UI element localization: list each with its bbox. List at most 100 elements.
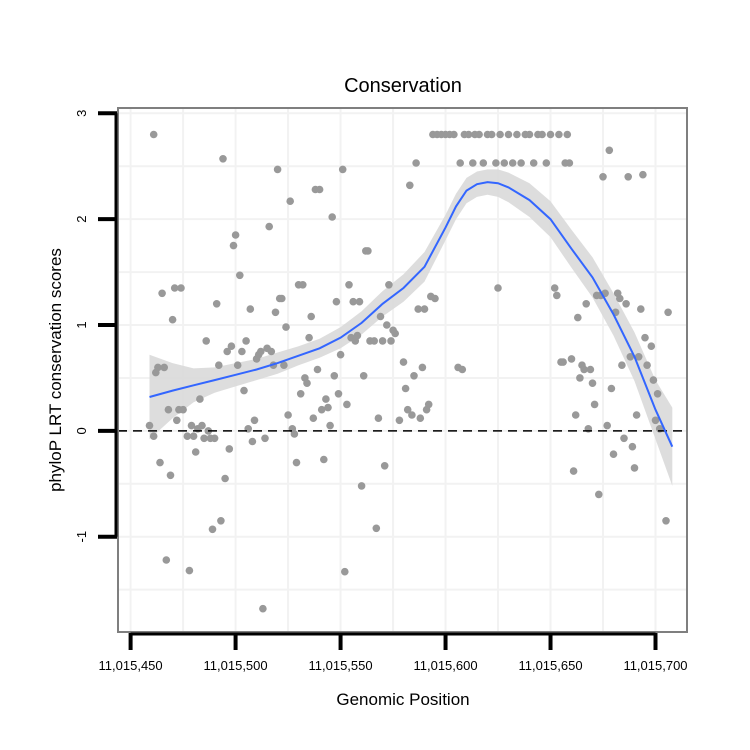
data-point bbox=[353, 331, 362, 340]
data-point bbox=[609, 450, 618, 459]
data-point bbox=[588, 379, 597, 388]
data-point bbox=[580, 365, 588, 374]
data-point bbox=[149, 130, 158, 139]
data-point bbox=[641, 333, 649, 342]
data-point bbox=[341, 567, 349, 576]
data-point bbox=[643, 361, 651, 370]
data-point bbox=[282, 323, 290, 331]
data-point bbox=[469, 159, 477, 167]
data-point bbox=[313, 365, 322, 374]
data-point bbox=[647, 342, 656, 351]
data-point bbox=[240, 386, 248, 395]
data-point bbox=[168, 315, 177, 324]
data-point bbox=[145, 421, 154, 430]
data-point bbox=[286, 197, 295, 205]
data-point bbox=[233, 361, 242, 370]
data-point bbox=[651, 416, 660, 425]
data-point bbox=[265, 222, 274, 231]
data-point bbox=[185, 566, 194, 575]
data-point bbox=[649, 376, 658, 384]
data-point bbox=[378, 337, 387, 345]
y-tick-label: 1 bbox=[74, 321, 89, 328]
data-point bbox=[479, 159, 488, 167]
data-point bbox=[227, 342, 236, 351]
data-point bbox=[374, 414, 383, 423]
plot-frame bbox=[117, 107, 688, 633]
data-point bbox=[328, 213, 337, 221]
data-point bbox=[391, 329, 400, 338]
data-point bbox=[576, 374, 584, 382]
data-point bbox=[343, 400, 351, 409]
data-point bbox=[334, 390, 343, 398]
data-point bbox=[317, 405, 326, 414]
data-point bbox=[210, 434, 219, 443]
data-point bbox=[332, 297, 341, 306]
data-point bbox=[431, 294, 439, 303]
data-point bbox=[305, 333, 313, 342]
data-point bbox=[326, 421, 334, 430]
data-point bbox=[183, 432, 192, 441]
data-point bbox=[559, 358, 567, 366]
data-point bbox=[223, 347, 231, 356]
data-point bbox=[189, 432, 198, 441]
data-point bbox=[607, 384, 616, 393]
data-point bbox=[292, 458, 301, 467]
data-point bbox=[273, 165, 282, 174]
data-point bbox=[280, 361, 288, 370]
data-point bbox=[257, 347, 265, 356]
data-point bbox=[513, 130, 521, 139]
data-point bbox=[315, 185, 324, 194]
data-point bbox=[571, 411, 580, 419]
data-point bbox=[595, 490, 603, 499]
data-point bbox=[605, 146, 614, 155]
data-point bbox=[387, 337, 395, 345]
data-point bbox=[166, 471, 175, 480]
data-point bbox=[487, 130, 496, 139]
smooth-fit-line bbox=[149, 181, 674, 448]
data-point bbox=[662, 517, 670, 525]
data-point bbox=[565, 159, 574, 167]
data-point bbox=[624, 173, 632, 181]
data-point bbox=[569, 467, 578, 475]
data-point bbox=[637, 305, 645, 313]
data-point bbox=[458, 365, 467, 374]
data-point bbox=[219, 155, 227, 163]
x-tick-label: 11,015,700 bbox=[623, 658, 687, 673]
chart-title: Conservation bbox=[344, 75, 462, 97]
data-point bbox=[156, 458, 164, 467]
data-point bbox=[303, 379, 311, 388]
data-point bbox=[664, 308, 672, 317]
data-point bbox=[529, 159, 538, 167]
data-point bbox=[634, 353, 643, 361]
data-point bbox=[403, 405, 412, 414]
data-point bbox=[582, 300, 590, 308]
data-point bbox=[324, 403, 332, 412]
data-point bbox=[542, 159, 551, 167]
data-point bbox=[217, 517, 225, 525]
data-point bbox=[574, 313, 582, 322]
data-point bbox=[424, 400, 433, 409]
data-point bbox=[406, 181, 414, 190]
data-point bbox=[191, 448, 200, 456]
data-point bbox=[149, 432, 158, 441]
data-point bbox=[395, 416, 404, 425]
data-point bbox=[653, 390, 662, 398]
data-point bbox=[508, 159, 517, 167]
data-point bbox=[586, 365, 595, 374]
data-point bbox=[372, 524, 381, 533]
y-axis-ticks: -1 0 1 2 3 bbox=[74, 110, 118, 542]
data-point bbox=[456, 159, 465, 167]
data-point bbox=[330, 372, 339, 380]
data-point bbox=[349, 297, 358, 306]
data-point bbox=[238, 347, 246, 356]
data-point bbox=[296, 390, 305, 398]
data-point bbox=[259, 604, 267, 613]
data-point bbox=[250, 416, 259, 425]
data-point bbox=[267, 347, 276, 356]
data-point bbox=[410, 372, 418, 380]
data-point bbox=[525, 130, 534, 139]
data-point bbox=[420, 305, 429, 313]
data-point bbox=[622, 300, 630, 308]
x-axis-label: Genomic Position bbox=[336, 690, 469, 709]
